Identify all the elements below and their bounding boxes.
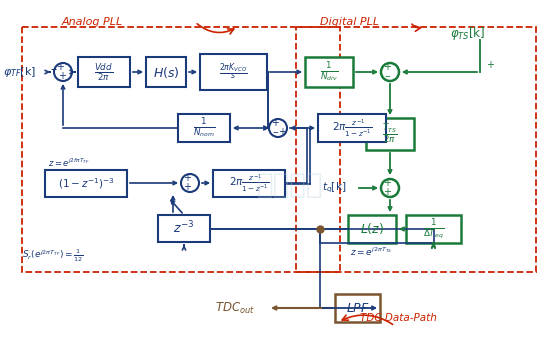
Bar (366, 118, 414, 150)
Text: –: – (384, 71, 390, 81)
Text: +: + (383, 187, 391, 197)
Text: $\frac{1}{\Delta T_{eq}}$: $\frac{1}{\Delta T_{eq}}$ (423, 217, 444, 241)
Bar (78, 57, 130, 87)
Text: 冠杰电子: 冠杰电子 (256, 171, 323, 199)
Text: Analog PLL: Analog PLL (62, 17, 123, 27)
Text: $2\pi\frac{z^{-1}}{1-z^{-1}}$: $2\pi\frac{z^{-1}}{1-z^{-1}}$ (332, 117, 372, 139)
Bar (318, 114, 386, 142)
Text: +: + (271, 118, 279, 128)
Text: $\varphi_{TF}$[k]: $\varphi_{TF}$[k] (3, 65, 36, 79)
Text: +: + (56, 62, 64, 72)
Text: $LPF$: $LPF$ (346, 302, 370, 315)
Text: $S_r(e^{j2\pi T_{TF}})=\frac{1}{12}$: $S_r(e^{j2\pi T_{TF}})=\frac{1}{12}$ (22, 248, 83, 264)
Text: $\frac{T_{TS}}{2\pi}$: $\frac{T_{TS}}{2\pi}$ (382, 122, 398, 146)
Text: Digital PLL: Digital PLL (320, 17, 379, 27)
Bar (178, 114, 230, 142)
Text: $TDC_{out}$: $TDC_{out}$ (215, 300, 255, 316)
Bar (45, 170, 127, 197)
Text: –: – (272, 127, 278, 137)
Text: +: + (183, 173, 191, 183)
Text: +: + (278, 127, 286, 137)
Text: $z=e^{j2\pi T_{TS}}$: $z=e^{j2\pi T_{TS}}$ (350, 246, 393, 258)
Text: $\frac{1}{N_{div}}$: $\frac{1}{N_{div}}$ (320, 60, 338, 84)
Text: +: + (183, 182, 191, 192)
Bar (348, 215, 396, 243)
Text: $z=e^{j2f\pi T_{TF}}$: $z=e^{j2f\pi T_{TF}}$ (48, 157, 90, 169)
Bar (296, 27, 536, 272)
Bar (146, 57, 186, 87)
Text: $\frac{2\pi K_{VCO}}{s}$: $\frac{2\pi K_{VCO}}{s}$ (219, 61, 248, 83)
Text: TDC Data-Path: TDC Data-Path (360, 313, 437, 323)
Bar (200, 54, 267, 90)
Bar (305, 57, 353, 87)
Text: –: – (51, 63, 57, 76)
Text: $H(s)$: $H(s)$ (153, 64, 179, 80)
Text: $z^{-3}$: $z^{-3}$ (173, 220, 195, 237)
Text: +: + (383, 178, 391, 188)
Text: +: + (486, 60, 494, 70)
Text: $\varphi_{TS}$[k]: $\varphi_{TS}$[k] (450, 25, 486, 42)
Bar (335, 294, 380, 322)
Bar (158, 215, 210, 242)
Text: $2\pi\frac{z^{-1}}{1-z^{-1}}$: $2\pi\frac{z^{-1}}{1-z^{-1}}$ (229, 173, 269, 194)
Bar (406, 215, 461, 243)
Text: +: + (383, 62, 391, 72)
Text: +: + (58, 71, 66, 81)
Text: $(1-z^{-1})^{-3}$: $(1-z^{-1})^{-3}$ (58, 176, 114, 191)
Text: $\frac{Vdd}{2\pi}$: $\frac{Vdd}{2\pi}$ (95, 62, 114, 83)
Text: $\frac{1}{N_{nom}}$: $\frac{1}{N_{nom}}$ (193, 116, 215, 140)
Text: $t_q$[k]: $t_q$[k] (322, 181, 346, 195)
Text: $L(z)$: $L(z)$ (360, 222, 384, 236)
Bar (22, 27, 340, 272)
Bar (213, 170, 285, 197)
